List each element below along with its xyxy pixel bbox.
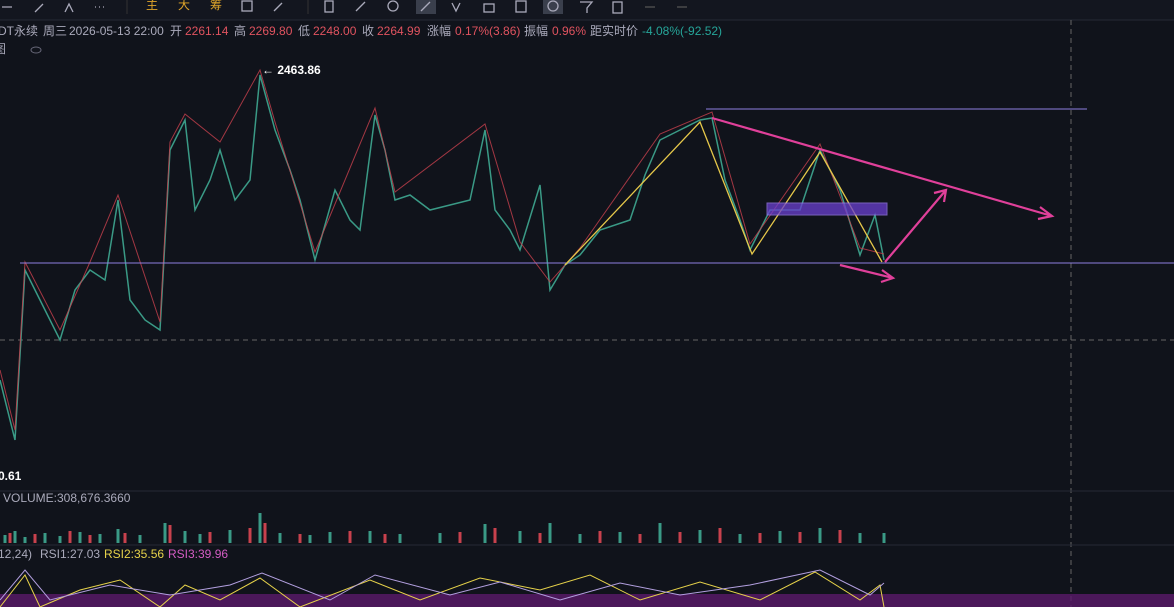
info-text: 2026-05-13 22:00 (69, 24, 164, 38)
info-value: 2269.80 (249, 24, 293, 38)
toolbar-button[interactable]: 筹 (210, 0, 222, 12)
volume-label: VOLUME:308,676.3660 (3, 491, 131, 505)
rsi-label: 12,24) (0, 547, 32, 561)
info-value: 2248.00 (313, 24, 357, 38)
info-value: 0.17%(3.86) (455, 24, 520, 38)
rsi-label: RSI1:27.03 (40, 547, 100, 561)
toolbar-button[interactable]: 大 (178, 0, 190, 12)
info-text: 高 (234, 23, 246, 38)
info-text: 振幅 (524, 23, 548, 38)
info-value: -4.08%(-92.52) (642, 24, 722, 38)
info-text: 周三 (43, 24, 67, 38)
rsi-band (0, 594, 1174, 607)
info-text: 涨幅 (427, 23, 451, 38)
info-text: 开 (170, 24, 182, 38)
info-text: 收 (362, 24, 374, 38)
info-value: 2261.14 (185, 24, 229, 38)
info-text: 图 (0, 42, 6, 56)
info-text: 低 (298, 24, 310, 38)
visibility-icon[interactable] (30, 46, 42, 54)
info-text: DT永续 (0, 24, 38, 38)
arrows[interactable] (711, 116, 1055, 284)
info-text: 距实时价 (590, 23, 638, 38)
zone-box[interactable] (766, 202, 888, 216)
rsi-line (0, 569, 885, 601)
price-marker: 0.61 (0, 469, 22, 483)
price-marker: ← 2463.86 (262, 63, 321, 77)
info-bar: DT永续 周三 2026-05-13 22:00 开 2261.14 高 226… (0, 23, 722, 56)
rsi-label: RSI3:39.96 (168, 547, 228, 561)
info-value: 0.96% (552, 24, 586, 38)
rsi-label: RSI2:35.56 (104, 547, 164, 561)
toolbar-icons[interactable] (2, 0, 687, 14)
toolbar-button[interactable]: 主 (146, 0, 158, 12)
price-trace (0, 74, 885, 441)
volume-bars (3, 513, 886, 543)
zigzag-pattern[interactable] (564, 120, 883, 266)
price-trace-highs (0, 68, 885, 431)
info-value: 2264.99 (377, 24, 421, 38)
rsi-line (0, 571, 885, 607)
